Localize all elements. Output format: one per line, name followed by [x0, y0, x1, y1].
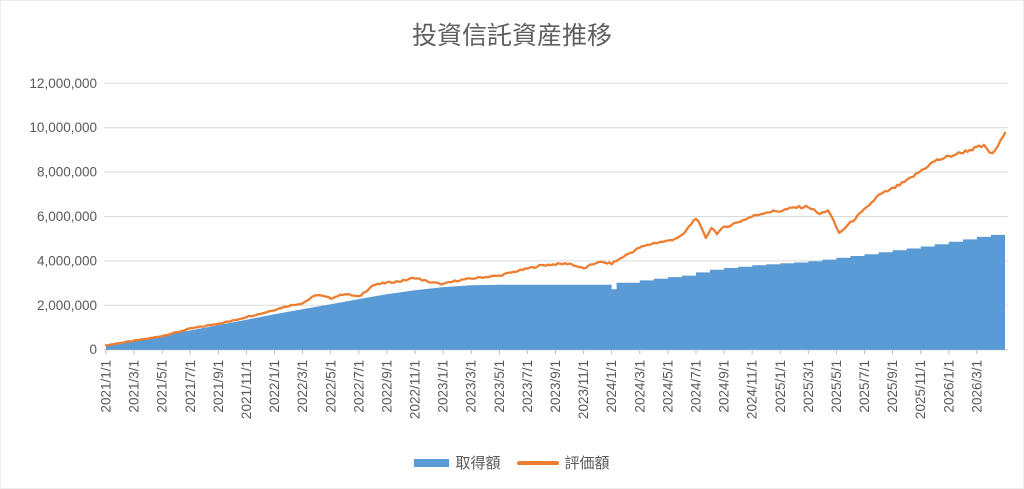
x-tick-label: 2021/5/1 — [155, 360, 170, 413]
x-tick-label: 2022/7/1 — [351, 360, 366, 413]
x-tick-label: 2025/5/1 — [829, 360, 844, 413]
x-tick-label: 2022/5/1 — [323, 360, 338, 413]
x-tick-label: 2023/5/1 — [492, 360, 507, 413]
x-tick-label: 2021/7/1 — [183, 360, 198, 413]
legend-item-acquisition: 取得額 — [414, 452, 501, 473]
x-tick-label: 2023/11/1 — [576, 360, 591, 419]
chart-legend: 取得額 評価額 — [1, 452, 1023, 473]
valuation-line-series — [104, 131, 1007, 347]
y-tick-label: 6,000,000 — [37, 209, 97, 224]
legend-item-valuation: 評価額 — [516, 452, 610, 473]
y-tick-label: 4,000,000 — [37, 253, 97, 268]
acquisition-area-series — [106, 232, 1005, 350]
x-tick-label: 2026/3/1 — [969, 360, 984, 413]
y-tick-label: 2,000,000 — [37, 298, 97, 313]
x-tick-label: 2025/7/1 — [857, 360, 872, 413]
x-tick-label: 2025/3/1 — [801, 360, 816, 413]
x-tick-label: 2025/11/1 — [913, 360, 928, 419]
x-tick-label: 2024/11/1 — [745, 360, 760, 419]
x-tick-label: 2024/3/1 — [632, 360, 647, 413]
x-tick-label: 2021/1/1 — [99, 360, 114, 413]
x-tick-label: 2021/3/1 — [127, 360, 142, 413]
x-tick-label: 2024/5/1 — [660, 360, 675, 413]
x-tick-label: 2022/9/1 — [379, 360, 394, 413]
legend-marker-valuation — [516, 460, 559, 465]
legend-marker-acquisition — [414, 458, 450, 467]
x-tick-label: 2021/11/1 — [239, 360, 254, 419]
x-tick-label: 2023/1/1 — [436, 360, 451, 413]
x-tick-label: 2022/11/1 — [408, 360, 423, 419]
x-tick-label: 2024/1/1 — [604, 360, 619, 413]
x-tick-label: 2024/7/1 — [688, 360, 703, 413]
x-tick-label: 2025/9/1 — [885, 360, 900, 413]
chart-title: 投資信託資産推移 — [411, 22, 612, 50]
legend-label-acquisition: 取得額 — [455, 455, 501, 472]
y-tick-label: 0 — [89, 342, 97, 357]
x-tick-label: 2023/7/1 — [520, 360, 535, 413]
x-tick-label: 2022/3/1 — [295, 360, 310, 413]
x-tick-label: 2023/3/1 — [464, 360, 479, 413]
y-tick-label: 10,000,000 — [29, 120, 97, 135]
x-tick-label: 2022/1/1 — [267, 360, 282, 413]
legend-label-valuation: 評価額 — [564, 455, 610, 472]
x-tick-label: 2024/9/1 — [717, 360, 732, 413]
y-tick-label: 12,000,000 — [29, 76, 97, 91]
x-tick-label: 2023/9/1 — [548, 360, 563, 413]
x-tick-label: 2025/1/1 — [773, 360, 788, 413]
x-tick-label: 2026/1/1 — [941, 360, 956, 413]
x-tick-label: 2021/9/1 — [211, 360, 226, 413]
y-tick-label: 8,000,000 — [37, 165, 97, 180]
